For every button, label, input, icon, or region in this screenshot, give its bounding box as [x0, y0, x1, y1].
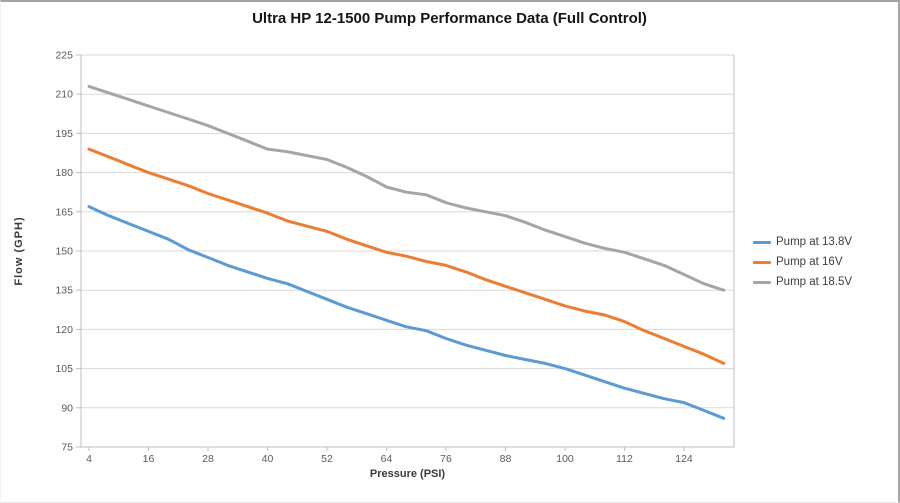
y-tick-label: 180 — [55, 167, 73, 179]
series-line-pump-at-16v — [87, 147, 726, 365]
x-tick-label: 112 — [616, 453, 633, 465]
x-tick-label: 40 — [262, 453, 274, 465]
x-tick-label: 28 — [202, 453, 214, 465]
legend-swatch-blue-line-icon — [753, 240, 771, 244]
legend-item-pump-13-8v: Pump at 13.8V — [753, 232, 852, 252]
legend-label: Pump at 16V — [776, 256, 843, 268]
x-tick-label: 88 — [500, 453, 512, 465]
y-tick-label: 210 — [55, 89, 73, 101]
y-tick-label: 150 — [55, 246, 73, 258]
x-tick-label: 4 — [86, 453, 92, 465]
x-tick-label: 16 — [143, 453, 155, 465]
y-tick-label: 195 — [55, 128, 73, 140]
x-tick-label: 76 — [440, 453, 452, 465]
y-tick-label: 75 — [61, 442, 73, 454]
x-tick-label: 124 — [675, 453, 693, 465]
series-line-pump-at-13.8v — [87, 205, 726, 420]
legend-label: Pump at 18.5V — [776, 276, 853, 288]
y-tick-label: 135 — [55, 285, 73, 297]
x-tick-label: 64 — [381, 453, 393, 465]
y-tick-label: 225 — [55, 50, 73, 62]
y-tick-label: 120 — [55, 324, 73, 336]
y-tick-label: 90 — [61, 402, 73, 414]
chart-title: Ultra HP 12-1500 Pump Performance Data (… — [252, 10, 647, 27]
series-line-pump-at-18.5v — [87, 84, 726, 292]
x-axis-title: Pressure (PSI) — [369, 468, 446, 480]
legend-swatch-gray-line-icon — [753, 280, 771, 284]
legend-item-pump-18-5v: Pump at 18.5V — [753, 272, 852, 292]
legend-label: Pump at 13.8V — [776, 236, 853, 248]
legend: Pump at 13.8V Pump at 16V Pump at 18.5V — [753, 232, 852, 292]
y-axis-title: Flow (GPH) — [13, 216, 25, 286]
legend-item-pump-16v: Pump at 16V — [753, 252, 852, 272]
x-tick-label: 52 — [321, 453, 333, 465]
y-tick-label: 165 — [55, 206, 73, 218]
y-tick-label: 105 — [55, 363, 73, 375]
x-tick-label: 100 — [556, 453, 574, 465]
legend-swatch-orange-line-icon — [753, 260, 771, 264]
